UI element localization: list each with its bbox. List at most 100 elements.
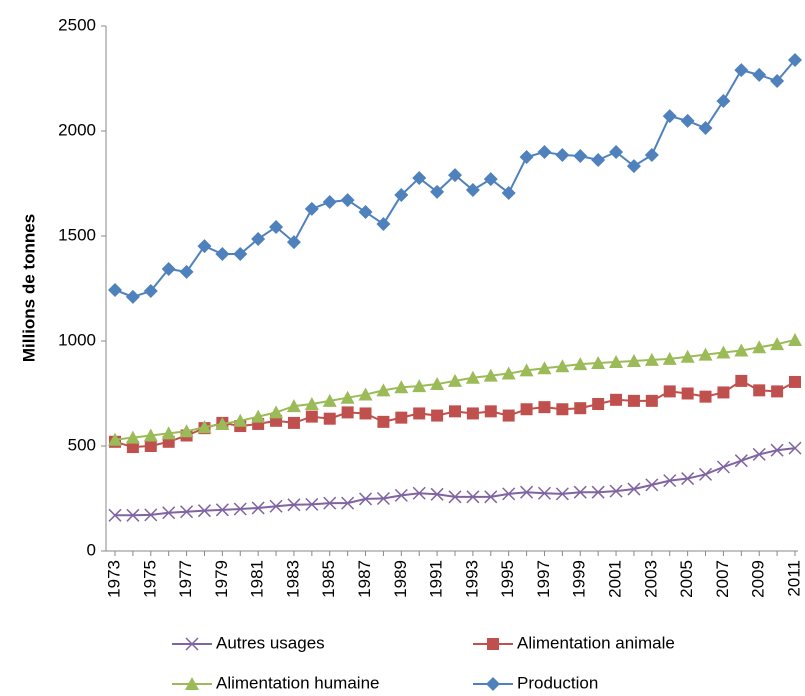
marker [609,484,623,498]
x-tick-label: 1999 [570,560,589,598]
marker-stroke [698,467,713,481]
marker [788,441,802,455]
marker [197,420,212,434]
marker [502,409,515,422]
marker-stroke [555,487,569,501]
marker-stroke [609,484,623,498]
marker [358,205,373,220]
marker [449,405,461,418]
marker [662,109,677,124]
marker [716,460,730,474]
marker [644,352,659,366]
marker-stroke [645,478,659,492]
marker [143,428,158,442]
marker-stroke [180,505,194,519]
marker-stroke [376,491,390,506]
marker [269,405,284,419]
marker [215,247,230,262]
marker [681,387,694,400]
marker [144,440,157,452]
marker [287,416,300,429]
marker [233,413,248,427]
marker [430,184,445,199]
marker [537,361,552,375]
marker [487,638,499,650]
marker-stroke [394,488,408,502]
x-tick-label: 1989 [391,560,410,598]
marker [179,424,194,438]
marker-stroke [269,499,283,513]
marker [108,432,122,446]
marker [609,355,624,368]
marker-stroke [716,460,730,474]
marker [734,454,748,468]
marker [448,168,462,183]
marker-stroke [162,506,176,520]
marker-stroke [681,472,695,486]
marker [305,497,319,511]
marker [251,409,266,423]
marker [358,492,373,506]
marker-stroke [215,503,229,517]
marker [591,356,606,370]
x-tick-label: 1983 [283,560,302,598]
marker-stroke [448,490,462,504]
marker [662,351,677,365]
marker [770,74,785,89]
marker-stroke [185,637,199,651]
y-tick-label: 2500 [58,15,96,34]
marker [322,393,337,407]
legend-label: Production [517,673,598,692]
legend-label: Alimentation animale [517,633,675,652]
marker [395,411,408,424]
marker-stroke [144,508,158,522]
marker [394,380,409,394]
marker [323,496,337,510]
x-tick-label: 1991 [427,560,446,598]
marker [627,482,641,496]
marker [486,677,500,691]
marker [323,412,336,425]
marker [197,239,212,254]
marker [537,145,552,159]
x-tick-label: 2003 [641,560,660,598]
x-tick-label: 1973 [104,560,123,598]
marker [591,152,606,167]
marker [162,506,176,520]
marker [322,194,337,209]
marker [341,406,354,419]
x-tick-label: 1979 [212,560,231,598]
marker [573,357,588,371]
marker [770,443,784,457]
marker [143,284,158,299]
marker [538,401,551,414]
marker [716,345,731,359]
marker [574,402,587,415]
marker [448,373,462,387]
x-tick-label: 1977 [176,560,195,598]
x-tick-label: 1975 [140,560,159,598]
marker [645,394,658,407]
marker-stroke [788,441,802,455]
marker [108,282,122,297]
marker [465,183,480,198]
marker [681,472,695,486]
marker [483,172,498,187]
marker [305,410,318,423]
marker-stroke [520,485,534,499]
marker [537,486,552,500]
marker [126,508,140,522]
marker-stroke [323,496,337,510]
legend-label: Alimentation humaine [216,673,379,692]
marker-stroke [126,508,140,522]
marker [771,385,784,398]
marker [556,403,569,416]
marker [716,93,731,108]
marker [412,171,427,186]
x-tick-label: 2005 [677,560,696,598]
marker [180,505,194,519]
x-tick-label: 1997 [534,560,553,598]
marker [340,193,355,208]
marker [287,498,301,512]
marker [502,487,516,501]
